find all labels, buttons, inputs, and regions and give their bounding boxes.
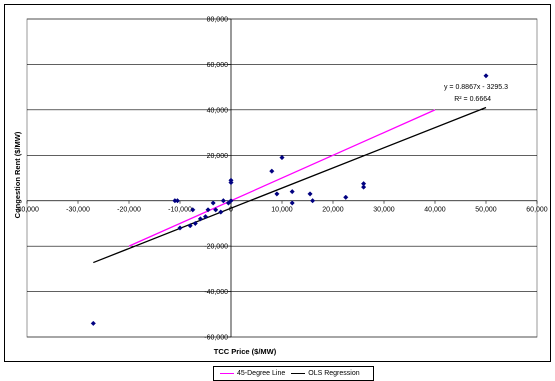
data-point-10 — [269, 168, 275, 174]
x-axis-title: TCC Price ($/MW) — [214, 347, 277, 356]
y-axis-title: Congestion Rent ($/MW) — [13, 131, 22, 218]
x-tick-label-4: 0 — [229, 207, 233, 214]
data-point-25 — [177, 225, 183, 231]
r-squared-label: R² = 0.6664 — [454, 96, 491, 103]
data-point-27 — [172, 198, 178, 204]
data-point-5 — [310, 198, 316, 204]
y-tick-label-0: -60,000 — [204, 335, 228, 342]
y-tick-label-1: -40,000 — [204, 289, 228, 296]
data-point-15 — [220, 198, 226, 204]
x-tick-label-9: 50,000 — [475, 207, 497, 214]
x-tick-label-0: -40,000 — [15, 207, 39, 214]
y-tick-label-7: 80,000 — [207, 17, 229, 24]
data-point-9 — [274, 191, 280, 197]
data-point-18 — [210, 200, 216, 206]
x-tick-label-8: 40,000 — [424, 207, 446, 214]
x-tick-label-6: 20,000 — [322, 207, 344, 214]
x-tick-label-10: 60,000 — [526, 207, 548, 214]
y-tick-label-4: 20,000 — [207, 153, 229, 160]
data-point-23 — [190, 207, 196, 213]
data-point-12 — [228, 179, 234, 186]
data-point-28 — [90, 320, 96, 326]
chart-plot: -40,000 -30,000 -20,000 -10,000 0 10,000 20,00… — [13, 17, 548, 357]
y-tick-label-2: -20,000 — [204, 244, 228, 251]
chart-frame: -40,000 -30,000 -20,000 -10,000 0 10,000 20,00… — [4, 4, 551, 362]
data-point-0 — [483, 73, 489, 79]
x-tick-label-7: 30,000 — [373, 207, 395, 214]
legend-label-45-degree: 45-Degree Line — [237, 370, 286, 377]
data-point-4 — [307, 191, 313, 197]
legend-item-45-degree: 45-Degree Line — [220, 370, 285, 377]
y-tick-label-6: 60,000 — [207, 62, 229, 69]
x-tick-label-2: -20,000 — [117, 207, 141, 214]
chart-legend: 45-Degree Line OLS Regression — [213, 366, 374, 381]
series-line-1 — [93, 106, 487, 264]
legend-item-ols: OLS Regression — [291, 370, 360, 377]
regression-equation: y = 0.8867x - 3295.3 — [444, 84, 508, 91]
data-point-21 — [197, 216, 203, 222]
data-point-8 — [279, 154, 285, 161]
data-point-16 — [218, 209, 224, 215]
data-point-19 — [205, 207, 211, 213]
data-point-22 — [192, 220, 198, 227]
series-line-0 — [128, 109, 436, 247]
data-point-3 — [343, 194, 349, 200]
data-point-7 — [289, 200, 295, 206]
data-point-6 — [289, 189, 295, 195]
data-point-24 — [187, 223, 193, 229]
x-tick-label-5: 10,000 — [271, 207, 293, 214]
x-tick-label-1: -30,000 — [66, 207, 90, 214]
data-point-20 — [202, 214, 209, 220]
y-tick-label-5: 40,000 — [207, 107, 229, 114]
legend-swatch-ols — [291, 373, 306, 374]
data-point-14 — [225, 200, 232, 206]
data-point-17 — [213, 207, 219, 213]
data-point-2 — [361, 184, 367, 190]
legend-label-ols: OLS Regression — [308, 370, 360, 377]
legend-swatch-45-degree — [220, 373, 234, 374]
x-tick-label-3: -10,000 — [168, 207, 192, 214]
